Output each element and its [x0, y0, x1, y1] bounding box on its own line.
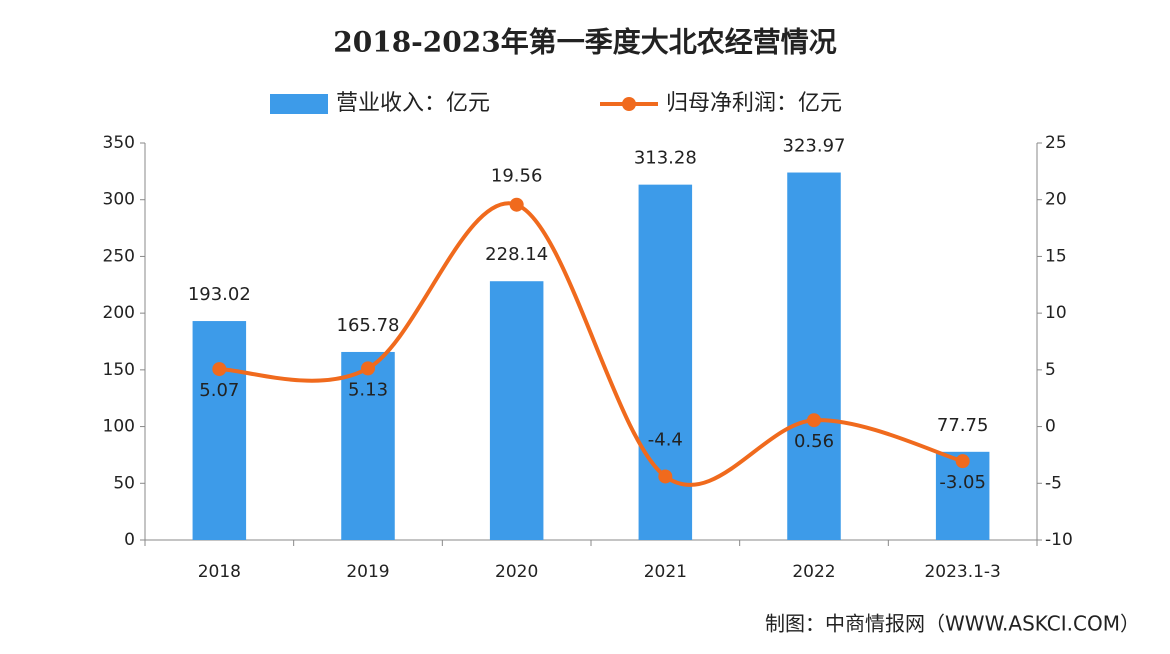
y-tick-label: 200 [103, 303, 135, 323]
y2-tick-label: -5 [1045, 473, 1062, 493]
bar-value-label: 77.75 [937, 415, 989, 436]
y2-tick-label: 5 [1045, 360, 1056, 380]
bar-value-label: 193.02 [188, 284, 251, 305]
legend-label: 归母净利润：亿元 [666, 91, 842, 116]
line-value-label: 5.07 [199, 380, 239, 401]
line-value-label: 5.13 [348, 379, 388, 400]
source: 制图：中商情报网（WWW.ASKCI.COM） [765, 612, 1140, 636]
chart-title: 2018-2023年第一季度大北农经营情况 [333, 26, 836, 59]
line-point [955, 454, 970, 469]
line-value-label: 19.56 [491, 166, 543, 187]
y2-tick-label: 10 [1045, 303, 1067, 323]
y-tick-label: 0 [124, 530, 135, 550]
x-tick-label: 2020 [495, 562, 538, 582]
legend-label: 营业收入：亿元 [336, 91, 490, 116]
line-point [509, 197, 524, 212]
y2-tick-label: 25 [1045, 133, 1067, 153]
line-point [807, 413, 821, 428]
line-value-label: 0.56 [794, 431, 834, 452]
bar-value-label: 323.97 [783, 136, 846, 157]
bar [787, 172, 841, 540]
y2-tick-label: 20 [1045, 190, 1067, 210]
y-tick-label: 350 [103, 133, 135, 153]
line-point [212, 362, 227, 377]
y-tick-label: 300 [103, 190, 135, 210]
x-tick-label: 2021 [644, 562, 687, 582]
bar-value-label: 313.28 [634, 148, 697, 169]
x-tick-label: 2022 [792, 562, 835, 582]
bar [489, 281, 544, 540]
x-tick-label: 2018 [198, 562, 241, 582]
y-tick-label: 150 [103, 360, 135, 380]
bar-value-label: 228.14 [485, 244, 548, 265]
bar [192, 321, 247, 540]
bar [341, 351, 395, 540]
x-tick-label: 2019 [346, 562, 389, 582]
line [219, 201, 964, 487]
line-point [361, 361, 375, 376]
y2-tick-label: -10 [1045, 530, 1073, 550]
y-tick-label: 50 [113, 473, 135, 493]
legend-swatch [622, 97, 636, 111]
x-tick-label: 2023.1-3 [924, 562, 1000, 582]
line-value-label: -3.05 [939, 472, 986, 493]
y2-tick-label: 15 [1045, 246, 1067, 266]
legend-swatch [270, 94, 328, 114]
bar-value-label: 165.78 [337, 315, 400, 336]
line-value-label: -4.4 [648, 429, 683, 450]
y-tick-label: 100 [103, 417, 135, 437]
y-tick-label: 250 [103, 246, 135, 266]
bar [638, 184, 693, 540]
y2-tick-label: 0 [1045, 417, 1056, 437]
line-point [658, 469, 673, 484]
